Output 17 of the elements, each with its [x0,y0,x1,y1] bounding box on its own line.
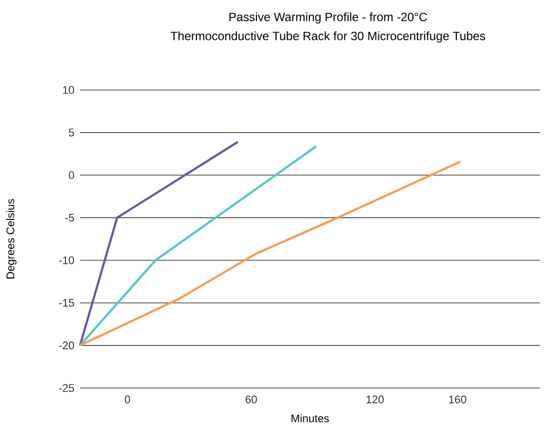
x-tick-label: 60 [246,396,257,404]
chart-title: Passive Warming Profile - from -20°C [229,12,428,24]
x-tick-label: 0 [124,396,130,404]
y-tick-label: -25 [59,384,74,392]
y-tick-label: -5 [65,214,74,222]
x-axis-title: Minutes [292,414,329,422]
y-axis-title: Degrees Celsius [6,199,16,278]
line-series [78,160,462,347]
y-tick-label: 10 [63,86,74,94]
y-tick-label: -15 [59,299,74,307]
chart-subtitle: Thermoconductive Tube Rack for 30 Microcentrifuge Tubes [170,31,486,43]
x-tick-label: 120 [366,396,384,404]
y-tick-label: 0 [68,171,74,180]
y-tick-label: -20 [59,342,74,350]
y-tick-label: 5 [68,128,74,136]
y-tick-label: -10 [59,256,74,264]
x-tick-label: 160 [449,396,466,404]
